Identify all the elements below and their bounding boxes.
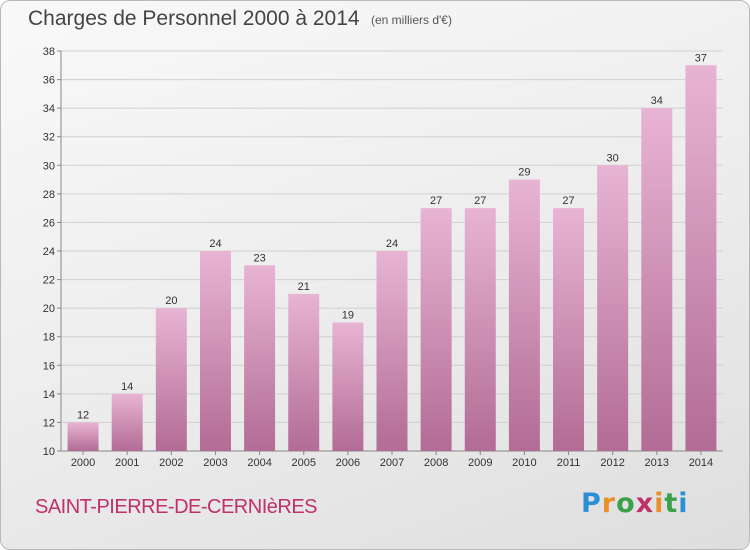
x-tick-label: 2010 (512, 457, 536, 469)
value-label: 12 (77, 409, 89, 421)
bar (67, 422, 99, 451)
bars (67, 65, 717, 452)
x-tick-label: 2003 (203, 457, 227, 469)
bar (332, 322, 364, 451)
bar (199, 251, 231, 451)
logo-letter: o (616, 488, 636, 519)
value-label: 34 (651, 95, 663, 107)
y-tick-label: 30 (43, 160, 55, 172)
x-tick-label: 2012 (600, 457, 624, 469)
bar (376, 251, 408, 451)
proxiti-logo: Proxiti (581, 488, 689, 519)
value-label: 14 (121, 381, 133, 393)
x-tick-label: 2014 (689, 457, 713, 469)
logo-letter: r (601, 488, 617, 519)
x-tick-label: 2011 (557, 457, 581, 469)
logo-letter: i (678, 488, 689, 519)
y-tick-label: 24 (43, 246, 55, 258)
y-tick-labels: 10 12 14 16 18 20 22 24 26 28 30 32 34 36 38 (43, 46, 55, 458)
x-tick-label: 2009 (468, 457, 492, 469)
logo-letter: i (654, 488, 665, 519)
x-tick-label: 2007 (380, 457, 404, 469)
chart-title: Charges de Personnel 2000 à 2014 (28, 7, 360, 30)
bar (641, 108, 673, 452)
y-tick-label: 20 (43, 303, 55, 315)
value-label: 24 (386, 238, 398, 250)
value-label: 27 (474, 195, 486, 207)
value-label: 20 (165, 295, 177, 307)
y-tick-label: 10 (43, 446, 55, 458)
bar (111, 393, 143, 451)
value-label: 24 (209, 238, 221, 250)
value-label: 23 (253, 252, 265, 264)
bar (420, 208, 452, 451)
y-tick-label: 12 (43, 417, 55, 429)
x-tick-label: 2004 (247, 457, 271, 469)
x-tick-label: 2000 (71, 457, 95, 469)
bar (685, 65, 717, 452)
x-tick-label: 2006 (336, 457, 360, 469)
value-label: 29 (518, 167, 530, 179)
value-labels: 12 14 20 24 23 21 19 24 27 27 29 27 30 34 37 (77, 52, 707, 421)
logo-letter: t (664, 488, 679, 519)
y-tick-label: 32 (43, 132, 55, 144)
bar (244, 265, 276, 451)
town-name: SAINT-PIERRE-DE-CERNIèRES (35, 496, 318, 518)
value-label: 27 (562, 195, 574, 207)
value-label: 27 (430, 195, 442, 207)
bar (288, 293, 320, 451)
y-tick-label: 28 (43, 189, 55, 201)
y-tick-label: 26 (43, 217, 55, 229)
value-label: 19 (342, 309, 354, 321)
value-label: 37 (695, 52, 707, 64)
x-tick-label: 2005 (291, 457, 315, 469)
value-label: 30 (607, 152, 619, 164)
x-tick-label: 2013 (645, 457, 669, 469)
y-tick-label: 34 (43, 103, 55, 115)
bar (155, 308, 187, 451)
y-tick-label: 14 (43, 389, 55, 401)
bar (597, 165, 629, 452)
y-tick-label: 38 (43, 46, 55, 58)
x-tick-label: 2001 (115, 457, 139, 469)
y-tick-label: 36 (43, 75, 55, 87)
bar (508, 179, 540, 452)
logo-letter: x (635, 488, 655, 519)
value-label: 21 (298, 281, 310, 293)
logo-letter: P (581, 488, 602, 519)
y-tick-label: 22 (43, 275, 55, 287)
x-tick-label: 2002 (159, 457, 183, 469)
bar (553, 208, 585, 451)
chart-subtitle: (en milliers d'€) (371, 13, 452, 27)
bar (464, 208, 496, 451)
y-tick-label: 18 (43, 332, 55, 344)
x-tick-labels: 2000 2001 2002 2003 2004 2005 2006 2007 2008 2009… (71, 457, 713, 469)
y-tick-label: 16 (43, 360, 55, 372)
x-tick-label: 2008 (424, 457, 448, 469)
